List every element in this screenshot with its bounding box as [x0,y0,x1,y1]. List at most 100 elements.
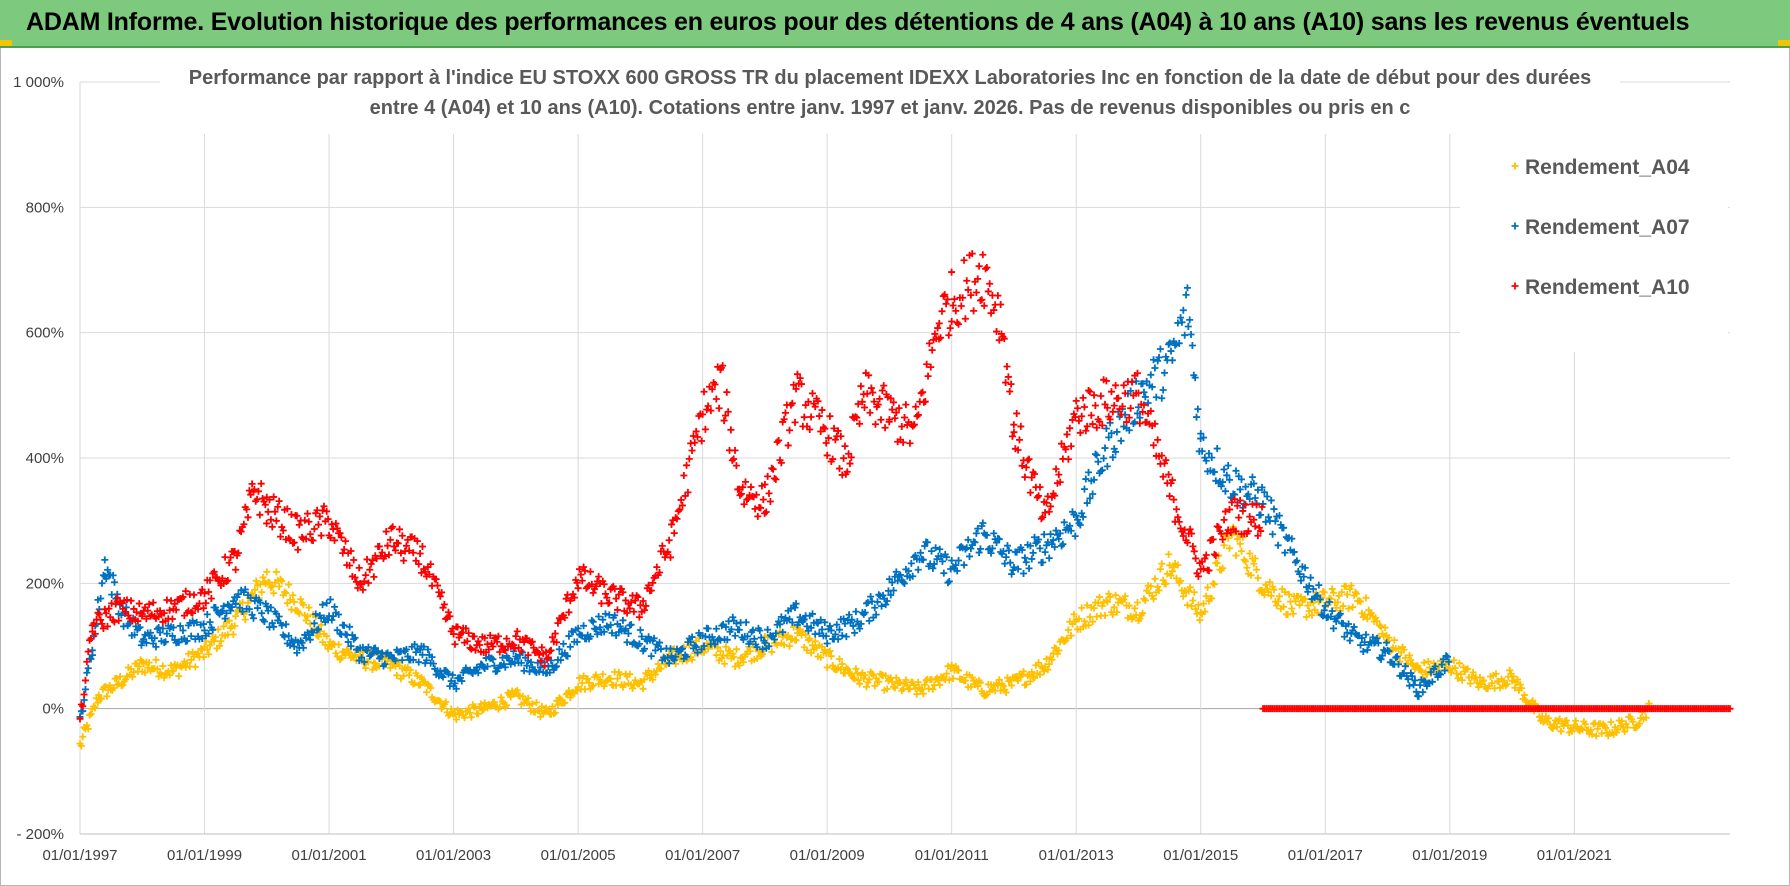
data-point [1098,602,1106,610]
data-point [1363,615,1371,623]
data-point [997,687,1005,695]
data-point [949,302,957,310]
data-point [1002,379,1010,387]
data-point [1154,436,1162,444]
data-point [918,685,926,693]
data-point [206,618,214,626]
data-point [1235,514,1243,522]
data-point [1529,697,1537,705]
data-point [520,638,528,646]
data-point [179,593,187,601]
data-point [332,520,340,528]
data-point [1265,588,1272,596]
data-point [1232,552,1240,560]
data-point [88,651,96,659]
data-point [685,455,693,463]
data-point [1199,434,1207,442]
data-point [892,409,900,417]
data-point [416,550,424,558]
data-point [833,621,841,629]
data-point [87,655,95,663]
data-point [532,698,540,706]
data-point [1285,590,1293,598]
data-point [302,616,310,624]
data-point [1103,404,1111,412]
data-point [1078,412,1086,420]
data-point [955,320,963,328]
data-point [449,625,457,633]
data-point [1039,513,1047,521]
data-point [1165,550,1173,558]
data-point [911,552,919,560]
data-point [254,604,262,612]
data-point [1258,483,1266,491]
data-point [200,620,208,628]
data-point [1419,688,1427,696]
data-point [1435,670,1443,678]
data-point [416,681,424,689]
data-point [432,575,440,583]
data-point [390,542,398,550]
data-point [1076,521,1084,529]
data-point [304,510,312,518]
data-point [1473,679,1481,687]
data-point [1321,602,1329,610]
data-point [733,645,741,653]
data-point [270,589,278,597]
data-point [716,647,724,655]
data-point [773,641,781,649]
data-point [446,612,454,620]
data-point [939,292,947,300]
data-point [1254,532,1262,540]
data-point [175,672,183,680]
data-point [1110,402,1118,410]
data-point [290,598,298,606]
data-point [1428,678,1436,686]
data-point [458,629,466,637]
data-point [211,633,219,641]
data-point [1165,340,1173,348]
data-point [854,676,862,684]
data-point [438,588,446,596]
data-point [452,715,460,723]
data-point [1022,463,1030,471]
data-point [1151,364,1159,372]
data-point [547,646,555,654]
data-point [507,693,515,701]
data-point [1158,394,1166,402]
data-point [1133,369,1141,377]
data-point [1107,429,1115,437]
data-point [356,579,364,587]
data-point [299,644,307,652]
data-point [239,608,247,616]
data-point [1040,667,1048,675]
data-point [1064,626,1072,634]
data-point [440,600,448,608]
data-point [354,584,362,592]
data-point [1091,450,1099,458]
data-point [524,651,532,659]
data-point [1383,639,1391,647]
data-point [945,577,953,585]
data-point [527,639,535,647]
data-point [323,507,331,515]
data-point [1125,414,1133,422]
data-point [746,638,754,646]
data-point [257,480,265,488]
data-point [1096,593,1104,601]
data-point [1431,662,1439,670]
data-point [232,566,240,574]
data-point [1080,403,1088,411]
data-point [241,585,249,593]
data-point [285,581,293,589]
data-point [1097,392,1105,400]
data-point [923,538,931,546]
data-point [649,676,657,684]
data-point [944,579,952,587]
data-point [861,404,869,412]
data-point [439,604,447,612]
data-point [1313,591,1321,599]
data-point [1026,489,1034,497]
data-point [1006,388,1014,396]
data-point [267,516,275,524]
